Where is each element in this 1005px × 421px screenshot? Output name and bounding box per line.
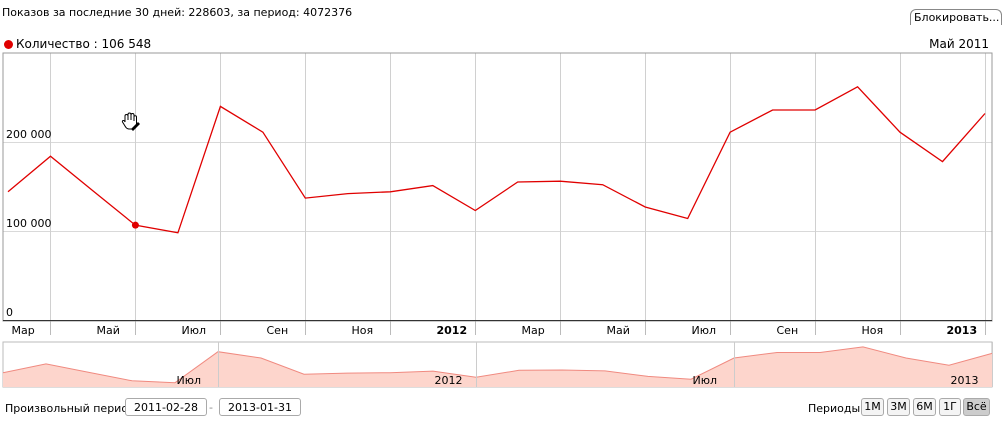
navigator-line [2,346,993,384]
x-tick-label: Мар [12,324,35,337]
x-tick-label: Ноя [352,324,374,337]
x-tick-label: Сен [267,324,289,337]
series-path [7,85,986,234]
bottom-controls: Произвольный период: - Периоды: 1М 3М 6М… [0,398,1005,420]
legend-series-label: Количество : 106 548 [16,37,152,51]
navigator-label: Июл [177,374,202,387]
y-tick-label: 100 000 [6,217,52,230]
x-tick-label: Май [97,324,120,337]
x-tick-label: Ноя [862,324,884,337]
navigator-label: Июл [693,374,718,387]
x-tick-label: 2012 [437,324,468,337]
date-to-input[interactable] [219,398,301,416]
custom-period-label: Произвольный период: [5,402,140,415]
highlight-point [131,221,139,229]
hand-cursor-icon [121,112,140,131]
hover-date-label: Май 2011 [929,37,989,51]
range-separator: - [209,401,213,414]
range-navigator: Июл 2012 Июл 2013 [2,341,993,388]
x-tick-label: Мар [522,324,545,337]
x-tick-label: Сен [777,324,799,337]
stats-summary: Показов за последние 30 дней: 228603, за… [2,6,353,19]
series-line [7,85,986,234]
period-6m-button[interactable]: 6М [913,398,936,416]
date-from-input[interactable] [125,398,207,416]
series-marker-icon [4,39,13,49]
x-tick-label: 2013 [947,324,978,337]
chart-legend: Количество : 106 548 [4,37,151,51]
periods-label: Периоды: [808,402,864,415]
x-tick-label: Май [607,324,630,337]
navigator-label: 2013 [951,374,979,387]
x-axis-labels: Мар Май Июл Сен Ноя 2012 Мар Май Июл Сен Ноя 2013 [12,324,978,337]
plot-frame [2,52,993,322]
chart-grid [3,53,992,335]
x-tick-label: Июл [692,324,717,337]
navigator-label: 2012 [435,374,463,387]
period-all-button[interactable]: Всё [963,398,990,416]
period-1m-button[interactable]: 1М [861,398,884,416]
block-button[interactable]: Блокировать... [910,9,1002,25]
x-tick-label: Июл [182,324,207,337]
y-axis-labels: 0 100 000 200 000 [6,128,52,319]
period-1y-button[interactable]: 1Г [939,398,961,416]
y-tick-label: 200 000 [6,128,52,141]
y-tick-label: 0 [6,306,13,319]
period-3m-button[interactable]: 3М [887,398,910,416]
